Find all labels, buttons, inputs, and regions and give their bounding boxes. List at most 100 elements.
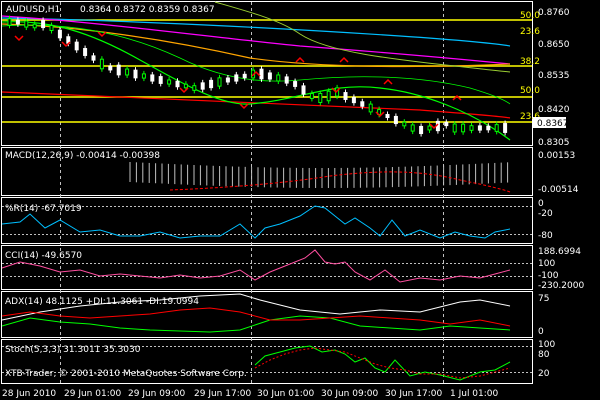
wpr-panel: %R(14) -67.7019 0 -20 -80 (1, 199, 553, 241)
fibo-label: 50.0 (520, 86, 540, 96)
candle-body (351, 96, 356, 104)
fractal-down-icon (429, 123, 439, 130)
stoch-tick: 20 (538, 369, 550, 379)
candle-body (32, 23, 37, 29)
stoch-tick: 100 (538, 340, 555, 350)
candle-body (343, 92, 348, 100)
candle-body (309, 93, 314, 99)
chart-symbol: AUDUSD,H1 (6, 5, 60, 15)
fractal-down-icon (239, 103, 249, 110)
candle-body (74, 41, 79, 51)
price-tick: 0.8305 (538, 138, 570, 148)
cci-panel-frame (1, 245, 533, 290)
candle-body (57, 29, 62, 39)
candle-body (318, 92, 323, 104)
wpr-tick: -20 (538, 209, 553, 219)
candle-body (49, 25, 54, 31)
candle-body (385, 113, 390, 119)
cci-tick: 100 (538, 259, 555, 269)
candle-body (293, 81, 298, 87)
candle-body (503, 123, 508, 133)
candle-body (150, 74, 155, 82)
candle-body (486, 125, 491, 131)
time-tick: 28 Jun 2010 (2, 389, 56, 399)
time-tick: 29 Jun 09:00 (128, 389, 185, 399)
time-tick: 1 Jul 01:00 (450, 389, 499, 399)
stoch-label: Stoch(5,3,3) 31.3011 35.3030 (5, 345, 141, 355)
stoch-tick: 80 (538, 350, 550, 360)
copyright-text: XTB-Trader, © 2001-2010 MetaQuotes Softw… (5, 369, 247, 379)
fractal-up-icon (452, 94, 462, 101)
stoch-main-line (254, 345, 511, 381)
time-tick: 30 Jun 09:00 (321, 389, 378, 399)
candle-body (217, 77, 222, 87)
price-tick: 0.8760 (538, 8, 570, 18)
fractal-down-icon (61, 41, 71, 48)
candle-body (368, 103, 373, 113)
adx-label: ADX(14) 48.1125 +DI:11.3061 -DI:19.0994 (5, 297, 199, 307)
candle-body (259, 68, 264, 80)
candle-body (209, 79, 214, 89)
chart-ohlc: 0.8364 0.8372 0.8359 0.8367 (80, 5, 215, 15)
candle-body (99, 58, 104, 70)
fibo-label: 23.6 (520, 27, 540, 37)
candle-body (477, 125, 482, 131)
cci-tick: 188.6994 (538, 247, 581, 257)
wpr-tick: -80 (538, 231, 553, 241)
adx-tick: 0 (538, 327, 544, 337)
panel-frames (1, 1, 533, 384)
price-panel-frame (1, 1, 533, 146)
candle-body (24, 20, 29, 28)
stoch-panel-frame (1, 339, 533, 384)
candle-body (469, 125, 474, 131)
candle-body (461, 123, 466, 133)
cci-line (1, 249, 511, 283)
macd-panel-frame (1, 147, 533, 196)
price-axis: 0.8760 0.8650 0.8535 0.8420 0.8305 0.836… (533, 8, 570, 148)
moving-averages (1, 1, 511, 141)
fractal-up-icon (339, 56, 349, 63)
candle-body (116, 64, 121, 76)
candle-body (192, 85, 197, 91)
fibo-label: 38.2 (520, 57, 540, 67)
time-tick: 30 Jun 01:00 (257, 389, 314, 399)
adx-panel-frame (1, 291, 533, 338)
candle-body (444, 121, 449, 127)
adx-main-line (1, 293, 511, 321)
candle-body (452, 123, 457, 133)
fibo-label: 23.6 (520, 112, 540, 122)
candle-body (402, 121, 407, 127)
stoch-panel: Stoch(5,3,3) 31.3011 35.3030 XTB-Trader,… (2, 340, 555, 381)
time-tick: 29 Jun 17:00 (194, 389, 251, 399)
time-axis: 28 Jun 2010 29 Jun 01:00 29 Jun 09:00 29… (2, 389, 499, 399)
cci-panel: CCI(14) -49.6570 188.6994 100 -100 -230.… (1, 247, 584, 291)
fractal-up-icon (383, 78, 393, 85)
fractal-down-icon (97, 31, 107, 38)
candle-body (225, 77, 230, 83)
candle-body (7, 18, 12, 26)
fractal-down-icon (331, 87, 341, 94)
candle-body (175, 80, 180, 88)
candle-body (200, 82, 205, 90)
cci-tick: -100 (538, 271, 559, 281)
candle-body (410, 124, 415, 132)
price-tick: 0.8535 (538, 71, 570, 81)
ma-line-green-slow (1, 24, 511, 105)
fibo-label: 50.0 (520, 11, 540, 21)
candle-body (133, 69, 138, 79)
cci-label: CCI(14) -49.6570 (5, 251, 82, 261)
candle-body (360, 101, 365, 107)
candle-body (301, 85, 306, 95)
current-price-badge (533, 117, 566, 128)
adx-panel: ADX(14) 48.1125 +DI:11.3061 -DI:19.0994 … (1, 293, 549, 337)
macd-histogram (129, 162, 509, 188)
price-tick: 0.8650 (538, 40, 570, 50)
wpr-label: %R(14) -67.7019 (5, 204, 82, 214)
fractal-down-icon (375, 111, 385, 118)
ma-line-red (1, 91, 511, 119)
candle-body (494, 124, 499, 132)
ma-line-yellowgreen (214, 1, 511, 73)
ma-line-cyan (1, 17, 511, 47)
candle-body (91, 55, 96, 61)
